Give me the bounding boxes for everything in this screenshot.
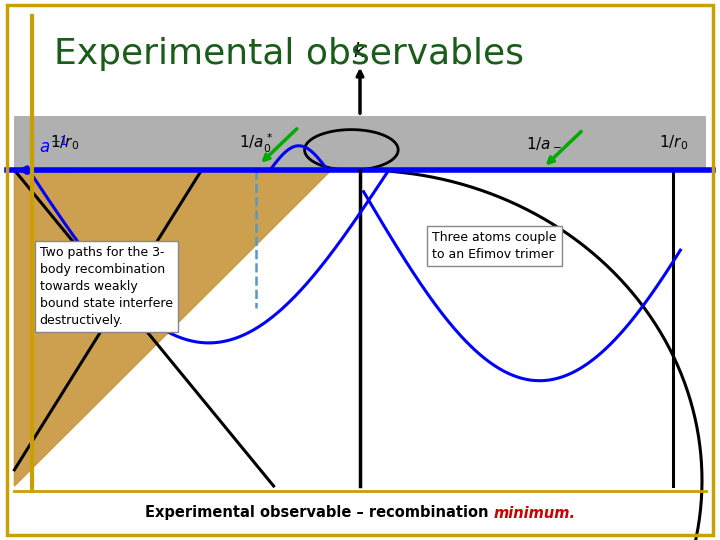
Text: Three atoms couple
to an Efimov trimer: Three atoms couple to an Efimov trimer [432,231,557,261]
Text: $k$: $k$ [353,42,367,61]
Text: $a^{-1}$: $a^{-1}$ [40,137,68,157]
Text: Experimental observable – recombination: Experimental observable – recombination [145,505,493,521]
Text: Two paths for the 3-
body recombination
towards weakly
bound state interfere
des: Two paths for the 3- body recombination … [40,246,173,327]
Text: $1/a_0^*$: $1/a_0^*$ [238,132,273,154]
Text: $1/r_0$: $1/r_0$ [50,134,79,152]
Text: minimum.: minimum. [493,505,575,521]
Text: $1/r_0$: $1/r_0$ [659,134,688,152]
Polygon shape [14,170,331,486]
Text: $1/a_-$: $1/a_-$ [526,136,562,151]
Text: Experimental observable – recombination minimum.: Experimental observable – recombination … [145,505,575,521]
Bar [14,116,706,170]
Text: Experimental observables: Experimental observables [54,37,524,71]
Text: Experimental observable – recombination: Experimental observable – recombination [186,505,534,521]
